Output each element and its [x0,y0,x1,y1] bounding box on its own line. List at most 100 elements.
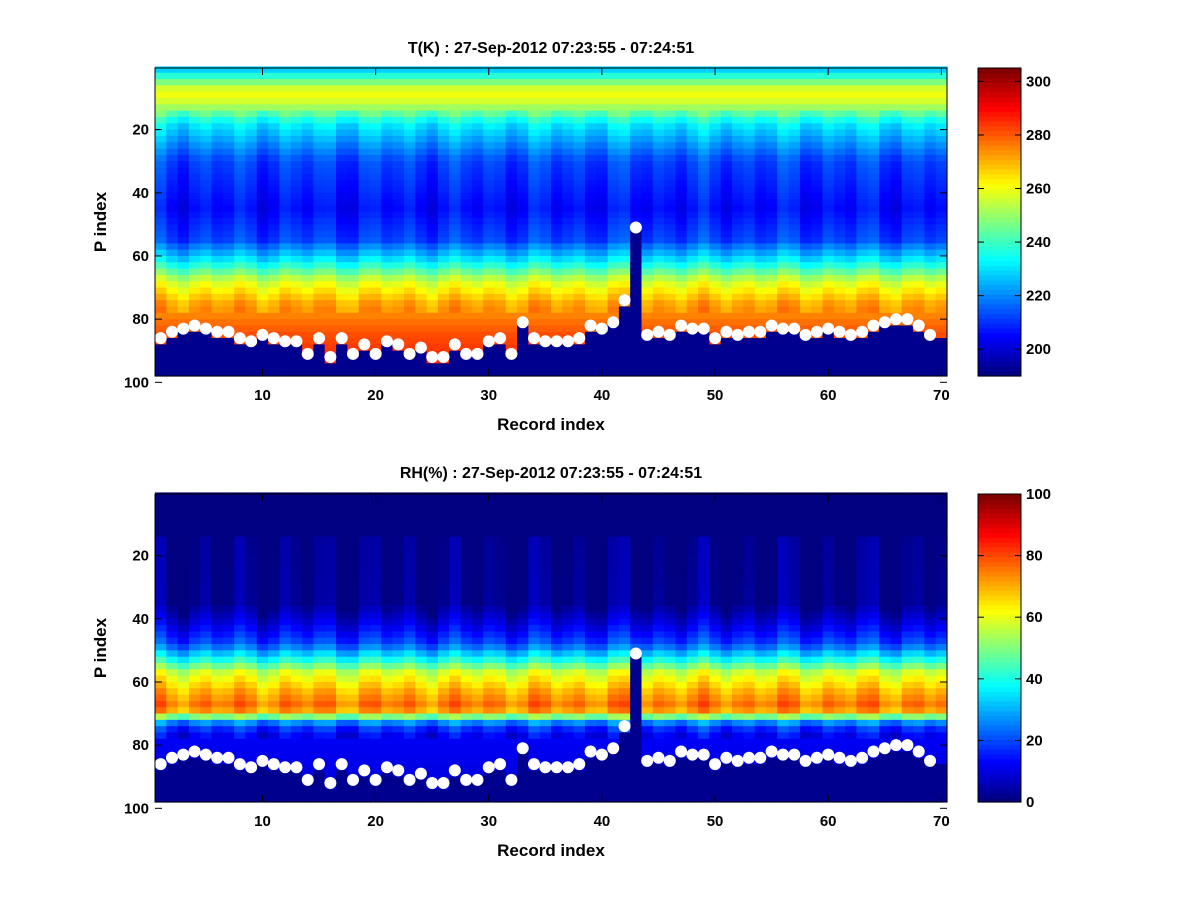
heatmap-cell [675,350,688,358]
heatmap-cell [539,98,552,105]
heatmap-cell [471,287,484,295]
heatmap-cell [347,148,360,156]
heatmap-column [483,66,496,377]
heatmap-cell [290,675,303,683]
heatmap-cell [460,129,473,137]
heatmap-cell [279,498,292,506]
heatmap-cell [415,237,428,244]
heatmap-cell [324,498,337,506]
heatmap-cell [845,110,858,118]
heatmap-cell [788,110,801,118]
heatmap-cell [765,66,778,74]
heatmap-cell [630,85,643,93]
top-surface-markers [154,221,937,364]
heatmap-cell [867,199,880,207]
heatmap-cell [392,161,405,169]
heatmap-cell [290,625,303,633]
surface-marker [675,319,688,332]
heatmap-cell [720,363,733,371]
heatmap-cell [336,243,348,251]
heatmap-cell [279,719,292,727]
heatmap-cell [777,243,790,251]
heatmap-cell [166,312,179,320]
heatmap-cell [437,738,450,746]
heatmap-cell [833,369,846,377]
heatmap-cell [664,167,677,175]
heatmap-column [234,492,247,803]
heatmap-cell [155,91,167,99]
heatmap-cell [155,681,167,689]
heatmap-cell [403,338,416,346]
heatmap-cell [166,306,179,314]
heatmap-cell [381,644,394,651]
heatmap-cell [596,363,609,371]
heatmap-cell [369,211,382,219]
surface-marker [924,328,937,341]
heatmap-cell [698,344,710,352]
heatmap-cell [415,517,428,525]
heatmap-cell [279,331,292,339]
heatmap-cell [483,205,496,213]
heatmap-cell [460,274,473,282]
heatmap-cell [324,243,337,251]
surface-marker [177,322,190,335]
heatmap-cell [833,205,846,213]
heatmap-cell [913,300,925,308]
heatmap-cell [222,180,235,188]
heatmap-cell [302,180,314,188]
heatmap-cell [268,148,281,156]
heatmap-cell [426,123,439,131]
heatmap-cell [551,363,563,371]
heatmap-cell [822,338,835,346]
heatmap-cell [732,199,744,207]
heatmap-cell [788,300,801,308]
heatmap-cell [200,344,213,352]
heatmap-cell [155,631,167,639]
heatmap-cell [641,218,654,225]
heatmap-cell [517,350,529,358]
heatmap-cell [562,123,575,131]
heatmap-cell [528,205,541,213]
heatmap-cell [155,561,167,569]
heatmap-cell [381,498,394,506]
heatmap-cell [302,574,314,582]
heatmap-cell [358,561,371,569]
heatmap-cell [754,237,767,244]
heatmap-cell [324,511,337,519]
heatmap-cell [562,154,575,162]
heatmap-cell [686,186,699,194]
heatmap-cell [765,199,778,207]
heatmap-cell [698,199,710,207]
heatmap-cell [166,224,179,232]
heatmap-cell [188,274,201,282]
heatmap-cell [935,363,948,371]
heatmap-cell [166,795,179,803]
heatmap-cell [188,783,201,790]
heatmap-cell [743,211,756,219]
heatmap-cell [709,350,722,358]
heatmap-cell [743,243,756,251]
heatmap-cell [471,72,484,80]
heatmap-cell [302,274,314,282]
heatmap-cell [505,230,518,238]
heatmap-cell [279,555,292,563]
heatmap-cell [188,707,201,715]
heatmap-cell [234,363,247,371]
heatmap-cell [754,363,767,371]
heatmap-cell [392,98,405,105]
heatmap-cell [415,625,428,633]
heatmap-cell [618,154,631,162]
heatmap-cell [245,173,258,181]
x-tick-label: 30 [480,387,497,404]
heatmap-cell [211,243,224,251]
heatmap-cell [403,517,416,525]
heatmap-cell [268,719,281,727]
heatmap-cell [856,116,869,124]
heatmap-cell [200,129,213,137]
heatmap-cell [811,268,824,276]
heatmap-cell [155,625,167,633]
colorbar-swatch [978,154,1021,161]
heatmap-cell [675,205,688,213]
heatmap-cell [551,72,563,80]
heatmap-cell [867,91,880,99]
